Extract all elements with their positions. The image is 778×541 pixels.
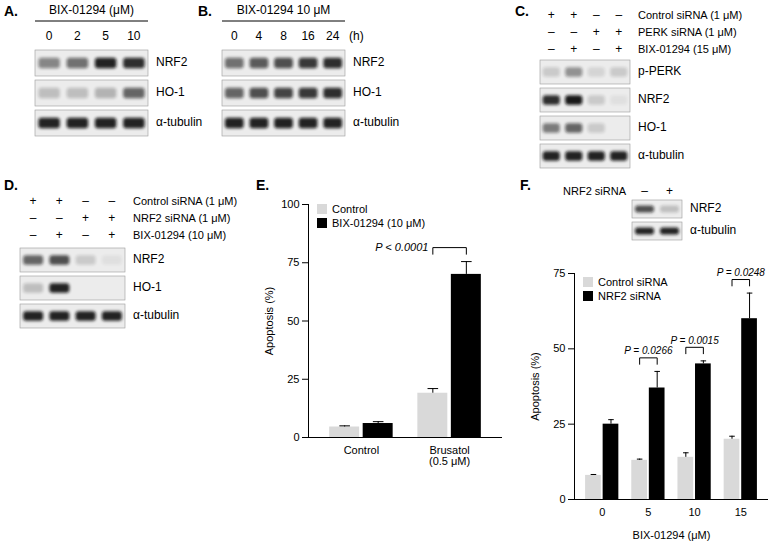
svg-text:P = 0.0266: P = 0.0266 <box>624 345 673 356</box>
svg-text:16: 16 <box>301 29 315 43</box>
svg-text:0: 0 <box>46 29 53 43</box>
svg-text:–: – <box>570 25 577 39</box>
svg-text:+: + <box>30 194 37 208</box>
svg-text:–: – <box>30 228 37 242</box>
svg-text:HO-1: HO-1 <box>156 85 185 99</box>
svg-text:p-PERK: p-PERK <box>638 64 681 78</box>
svg-text:P < 0.0001: P < 0.0001 <box>375 241 428 253</box>
svg-text:α-tubulin: α-tubulin <box>156 115 202 129</box>
html-text:Control: Control <box>332 203 368 215</box>
svg-text:+: + <box>56 194 63 208</box>
svg-text:8: 8 <box>280 29 287 43</box>
svg-text:50: 50 <box>287 315 299 327</box>
svg-text:75: 75 <box>287 256 299 268</box>
svg-text:–: – <box>82 194 89 208</box>
html-text:BIX-01294 (10 μM): BIX-01294 (10 μM) <box>332 217 426 229</box>
svg-text:4: 4 <box>256 29 263 43</box>
svg-text:D.: D. <box>4 177 18 193</box>
svg-text:Control: Control <box>344 444 379 456</box>
svg-text:0: 0 <box>293 431 299 443</box>
svg-text:α-tubulin: α-tubulin <box>133 308 179 322</box>
svg-text:+: + <box>593 25 600 39</box>
svg-text:Control siRNA (1 μM): Control siRNA (1 μM) <box>638 9 742 21</box>
svg-text:–: – <box>615 8 622 22</box>
svg-text:25: 25 <box>287 373 299 385</box>
svg-text:Control siRNA (1 μM): Control siRNA (1 μM) <box>133 195 237 207</box>
svg-text:+: + <box>56 228 63 242</box>
svg-text:–: – <box>548 25 555 39</box>
svg-text:BIX-01294 (10 μM): BIX-01294 (10 μM) <box>133 229 226 241</box>
svg-text:α-tubulin: α-tubulin <box>353 115 399 129</box>
svg-text:25: 25 <box>553 418 565 430</box>
svg-text:HO-1: HO-1 <box>638 120 667 134</box>
svg-text:NRF2: NRF2 <box>690 201 722 215</box>
svg-text:50: 50 <box>553 342 565 354</box>
svg-text:NRF2: NRF2 <box>133 252 165 266</box>
svg-text:–: – <box>56 211 63 225</box>
svg-text:–: – <box>641 184 648 198</box>
svg-text:BIX-01294 10 μM: BIX-01294 10 μM <box>237 3 331 17</box>
svg-text:–: – <box>109 194 116 208</box>
svg-text:BIX-01294 (μM): BIX-01294 (μM) <box>49 3 134 17</box>
svg-text:NRF2 siRNA: NRF2 siRNA <box>563 185 627 197</box>
svg-text:10: 10 <box>127 29 141 43</box>
svg-text:(h): (h) <box>349 29 364 43</box>
svg-text:–: – <box>593 42 600 56</box>
svg-text:α-tubulin: α-tubulin <box>690 223 736 237</box>
svg-text:HO-1: HO-1 <box>353 85 382 99</box>
svg-text:Apoptosis (%): Apoptosis (%) <box>263 287 275 355</box>
svg-text:0: 0 <box>599 506 605 518</box>
svg-text:–: – <box>82 228 89 242</box>
svg-text:A.: A. <box>4 3 18 19</box>
svg-text:+: + <box>666 184 673 198</box>
svg-text:NRF2: NRF2 <box>156 55 188 69</box>
svg-text:NRF2 siRNA (1 μM): NRF2 siRNA (1 μM) <box>133 212 230 224</box>
svg-text:BIX-01294 (15 μM): BIX-01294 (15 μM) <box>638 43 731 55</box>
svg-text:α-tubulin: α-tubulin <box>638 148 684 162</box>
svg-text:–: – <box>548 42 555 56</box>
svg-text:–: – <box>593 8 600 22</box>
svg-text:+: + <box>570 8 577 22</box>
svg-text:NRF2: NRF2 <box>638 92 670 106</box>
svg-text:+: + <box>108 228 115 242</box>
svg-text:+: + <box>82 211 89 225</box>
svg-text:0: 0 <box>231 29 238 43</box>
svg-text:BIX-01294 (μM): BIX-01294 (μM) <box>633 529 711 541</box>
svg-text:+: + <box>570 42 577 56</box>
svg-text:75: 75 <box>553 267 565 279</box>
svg-text:HO-1: HO-1 <box>133 280 162 294</box>
svg-text:PERK siRNA (1 μM): PERK siRNA (1 μM) <box>638 26 737 38</box>
svg-text:+: + <box>548 8 555 22</box>
svg-text:P = 0.0248: P = 0.0248 <box>717 267 766 278</box>
svg-text:F.: F. <box>520 177 531 193</box>
svg-text:B.: B. <box>198 3 212 19</box>
svg-text:0: 0 <box>559 493 565 505</box>
svg-text:5: 5 <box>645 506 651 518</box>
svg-text:100: 100 <box>281 198 299 210</box>
svg-text:5: 5 <box>102 29 109 43</box>
svg-text:Brusatol(0.5 μM): Brusatol(0.5 μM) <box>429 444 470 467</box>
svg-text:NRF2: NRF2 <box>353 55 385 69</box>
svg-text:+: + <box>615 25 622 39</box>
svg-text:10: 10 <box>688 506 700 518</box>
svg-text:C.: C. <box>515 3 529 19</box>
svg-text:+: + <box>615 42 622 56</box>
svg-text:–: – <box>30 211 37 225</box>
svg-text:+: + <box>108 211 115 225</box>
svg-text:Apoptosis (%): Apoptosis (%) <box>529 352 541 420</box>
html-text:NRF2 siRNA: NRF2 siRNA <box>598 290 661 302</box>
svg-text:15: 15 <box>735 506 747 518</box>
svg-text:E.: E. <box>256 177 269 193</box>
svg-text:P = 0.0015: P = 0.0015 <box>670 335 719 346</box>
html-text:Control siRNA: Control siRNA <box>598 276 668 288</box>
svg-text:24: 24 <box>326 29 340 43</box>
svg-text:2: 2 <box>74 29 81 43</box>
